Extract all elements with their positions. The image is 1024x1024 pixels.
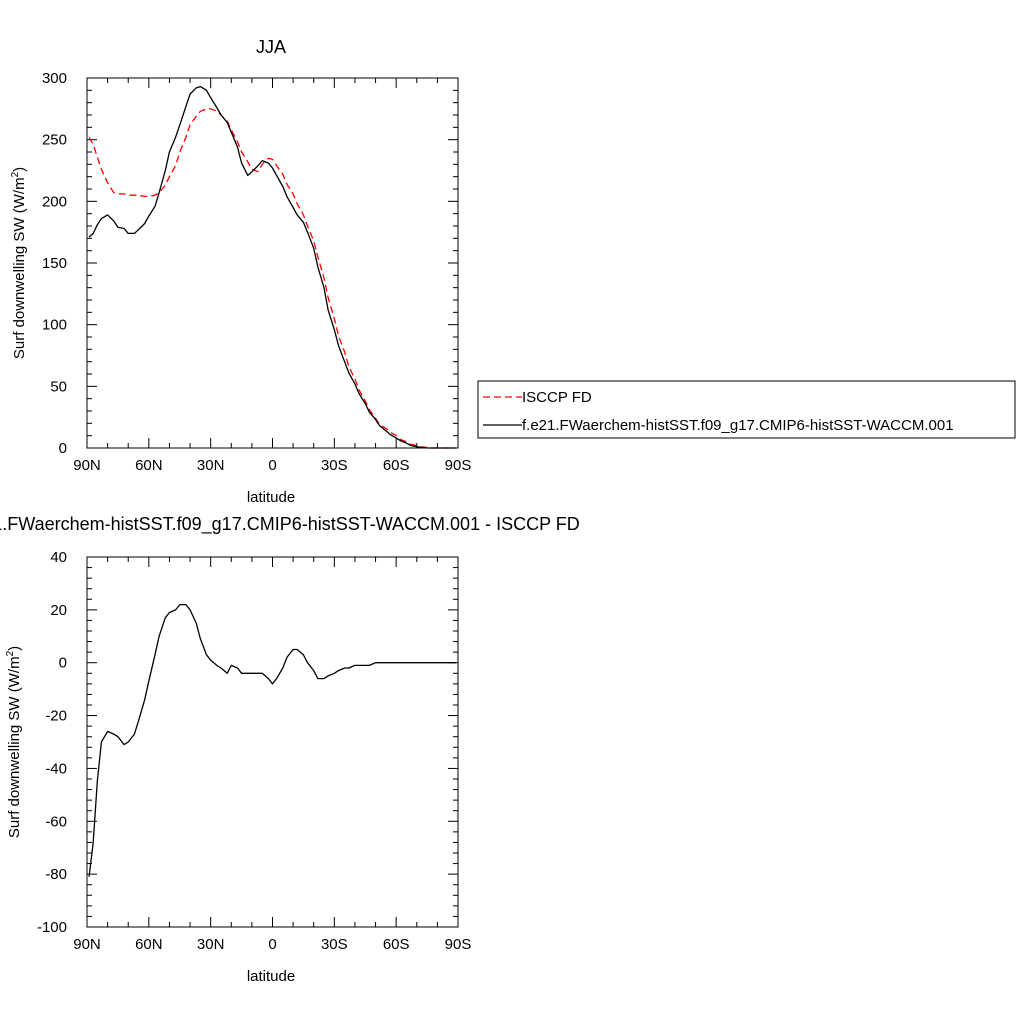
- x-tick-label: 90S: [445, 936, 472, 953]
- x-tick-label: 60S: [383, 936, 410, 953]
- y-tick-label: 100: [42, 317, 67, 334]
- y-axis-label: Surf downwelling SW (W/m2): [10, 167, 28, 359]
- x-tick-label: 90N: [73, 457, 101, 474]
- legend: ISCCP FD f.e21.FWaerchem-histSST.f09_g17.…: [477, 380, 1016, 439]
- y-tick-label: 50: [50, 378, 67, 395]
- y-tick-label: 150: [42, 255, 67, 272]
- y-tick-label: 200: [42, 193, 67, 210]
- x-tick-label: 0: [268, 457, 276, 474]
- y-tick-label: 300: [42, 70, 67, 87]
- bottom-panel-difference: f.e21.FWaerchem-histSST.f09_g17.CMIP6-hi…: [0, 514, 580, 985]
- top-panel-jja: JJA 90N 60N 30N 0 30S 60S 90S 0 50 100 150 200 250 300…: [10, 37, 471, 506]
- y-tick-label: -60: [45, 813, 67, 830]
- y-tick-label: 250: [42, 132, 67, 149]
- y-tick-label: 20: [50, 602, 67, 619]
- series-line-model: [88, 85, 456, 449]
- plot-frame: [86, 77, 459, 449]
- chart-title: JJA: [256, 37, 286, 57]
- x-tick-label: 60N: [135, 457, 163, 474]
- y-axis-label-superscript: 2: [5, 650, 16, 656]
- x-tick-label: 60N: [135, 936, 163, 953]
- x-tick-label: 30S: [321, 936, 348, 953]
- x-tick-label: 30N: [197, 936, 225, 953]
- x-tick-label: 90S: [445, 457, 472, 474]
- x-tick-label: 60S: [383, 457, 410, 474]
- y-tick-label: -20: [45, 708, 67, 725]
- x-tick-label: 30N: [197, 457, 225, 474]
- x-tick-label: 0: [268, 936, 276, 953]
- y-axis-label-main: Surf downwelling SW (W/m: [6, 656, 23, 838]
- chart-title: f.e21.FWaerchem-histSST.f09_g17.CMIP6-hi…: [0, 514, 580, 535]
- y-axis-label-close: ): [11, 167, 28, 172]
- legend-box: [477, 380, 1016, 439]
- plot-frame: [86, 556, 459, 928]
- legend-label: f.e21.FWaerchem-histSST.f09_g17.CMIP6-hi…: [522, 417, 954, 434]
- x-tick-label: 30S: [321, 457, 348, 474]
- y-axis-label-main: Surf downwelling SW (W/m: [11, 177, 28, 359]
- x-axis-label: latitude: [247, 968, 295, 985]
- y-axis-label-close: ): [6, 646, 23, 651]
- y-axis-label: Surf downwelling SW (W/m2): [5, 646, 23, 838]
- legend-label: ISCCP FD: [522, 389, 592, 406]
- y-tick-label: 40: [50, 549, 67, 566]
- y-tick-label: 0: [59, 655, 67, 672]
- y-axis-label-superscript: 2: [10, 171, 21, 177]
- series-line-isccp-fd: [88, 108, 456, 449]
- y-tick-label: -100: [37, 919, 67, 936]
- x-tick-label: 90N: [73, 936, 101, 953]
- x-axis-label: latitude: [247, 489, 295, 506]
- y-tick-label: -80: [45, 866, 67, 883]
- y-tick-label: -40: [45, 760, 67, 777]
- difference-line: [88, 603, 456, 877]
- y-tick-label: 0: [59, 440, 67, 457]
